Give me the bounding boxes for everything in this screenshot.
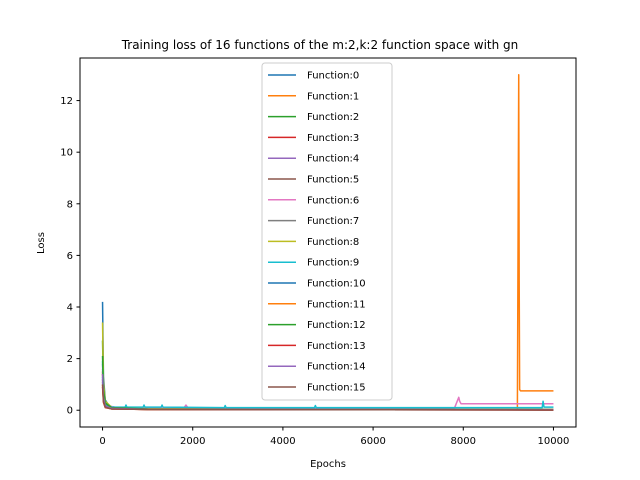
legend-label-13: Function:13 [307, 341, 366, 352]
y-tick-label: 8 [67, 199, 73, 210]
series-line-15 [101, 384, 554, 411]
legend-label-5: Function:5 [307, 175, 359, 186]
y-axis: 0 2 4 6 8 10 12 [60, 96, 80, 417]
series-group [101, 74, 554, 411]
x-axis: 0 2000 4000 6000 8000 10000 [99, 427, 569, 447]
x-tick-label: 2000 [180, 436, 205, 447]
legend-label-6: Function:6 [307, 195, 359, 206]
series-line-9 [101, 361, 554, 409]
y-tick-label: 2 [67, 354, 73, 365]
x-tick-label: 10000 [538, 436, 570, 447]
y-axis-label: Loss [36, 232, 47, 254]
chart-title: Training loss of 16 functions of the m:2… [121, 38, 519, 52]
legend-label-15: Function:15 [307, 383, 366, 394]
legend-label-9: Function:9 [307, 258, 359, 269]
legend: Function:0 Function:1 Function:2 Function:3… [261, 62, 393, 401]
y-tick-label: 4 [67, 303, 73, 314]
legend-label-10: Function:10 [307, 279, 366, 290]
x-axis-label: Epochs [310, 459, 346, 470]
legend-label-0: Function:0 [307, 71, 359, 82]
plot-frame [79, 57, 577, 428]
legend-label-11: Function:11 [307, 299, 366, 310]
legend-label-4: Function:4 [307, 154, 359, 165]
y-tick-label: 0 [67, 406, 73, 417]
y-tick-label: 6 [67, 251, 73, 262]
x-tick-label: 4000 [270, 436, 295, 447]
y-tick-label: 10 [60, 148, 73, 159]
legend-label-7: Function:7 [307, 216, 359, 227]
legend-label-12: Function:12 [307, 320, 366, 331]
legend-label-14: Function:14 [307, 362, 366, 373]
legend-label-3: Function:3 [307, 133, 359, 144]
legend-label-1: Function:1 [307, 91, 359, 102]
y-tick-label: 12 [60, 96, 73, 107]
x-tick-label: 6000 [360, 436, 385, 447]
x-tick-label: 8000 [451, 436, 476, 447]
legend-frame [261, 62, 393, 401]
legend-label-2: Function:2 [307, 112, 359, 123]
x-tick-label: 0 [99, 436, 105, 447]
legend-label-8: Function:8 [307, 237, 359, 248]
